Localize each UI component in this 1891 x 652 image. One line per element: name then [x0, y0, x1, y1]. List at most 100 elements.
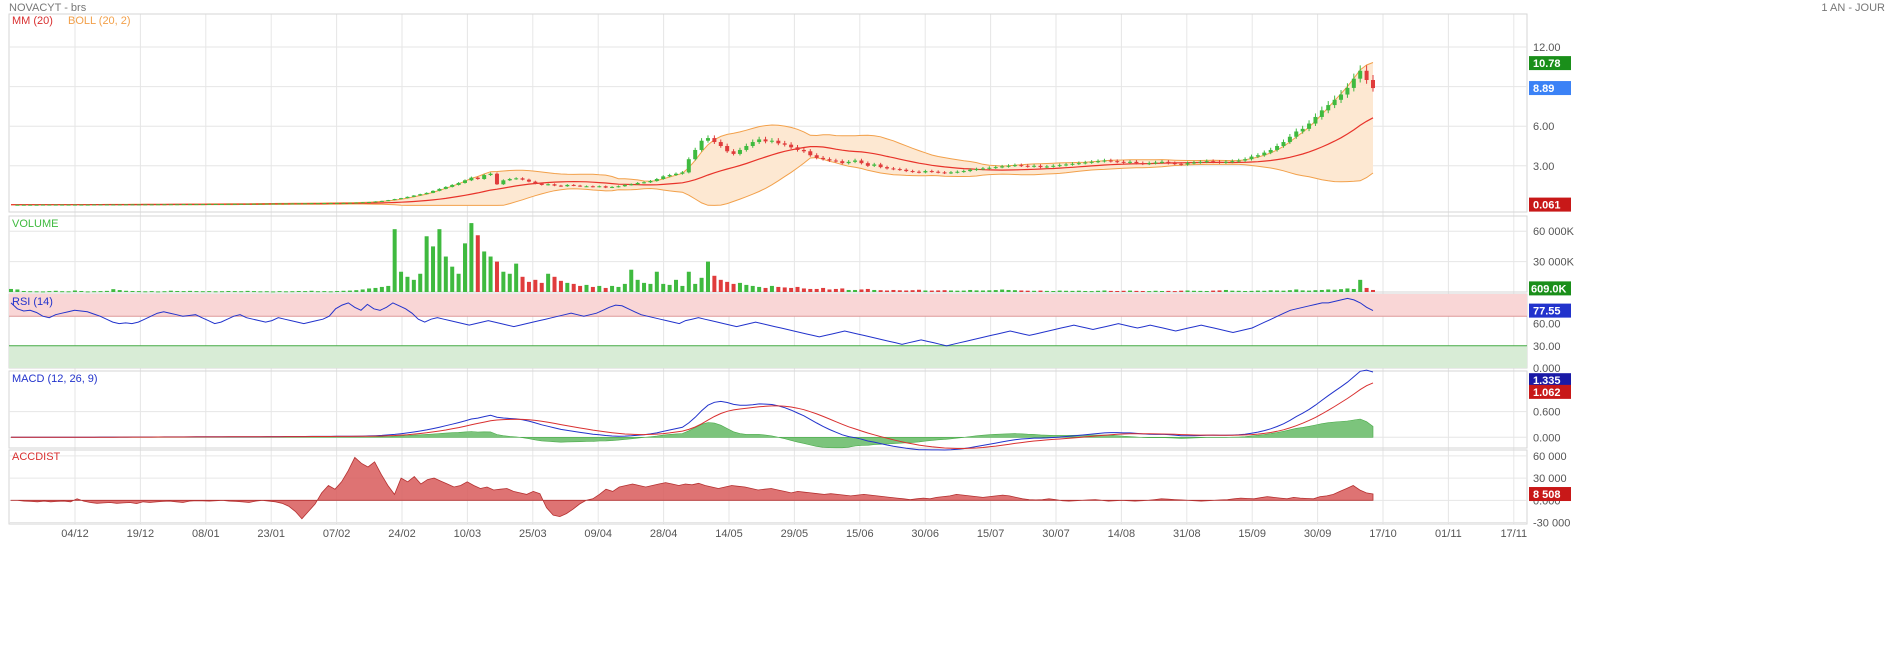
candle-body	[1217, 161, 1222, 163]
volume-bar	[1000, 289, 1005, 292]
period-label[interactable]: 1 AN - JOUR	[1821, 2, 1885, 14]
candle-body	[386, 200, 391, 202]
volume-bar	[232, 291, 237, 293]
volume-bar	[1051, 290, 1056, 292]
volume-bar	[891, 289, 896, 292]
candle-body	[463, 180, 467, 183]
candle-body	[1223, 161, 1228, 163]
volume-bar	[923, 290, 928, 292]
volume-bar	[290, 291, 295, 293]
candle-body	[648, 180, 653, 183]
candle-body	[1172, 163, 1177, 165]
candle-body	[833, 160, 838, 162]
volume-bar	[405, 276, 410, 292]
volume-bar	[1364, 287, 1369, 292]
candle-body	[705, 138, 710, 141]
accdist-label: ACCDIST	[12, 451, 61, 463]
volume-bar	[520, 276, 525, 292]
volume-bar	[1262, 290, 1267, 292]
candle-body	[533, 181, 538, 184]
candle-body	[379, 200, 384, 202]
candle-body	[456, 182, 461, 185]
volume-bar	[980, 290, 985, 292]
volume-bar	[1223, 289, 1228, 292]
volume-bar	[322, 291, 327, 293]
price-y-tick: 12.00	[1533, 42, 1561, 54]
candle-body	[776, 140, 781, 144]
volume-y-tick: 30 000K	[1533, 257, 1575, 269]
volume-bar	[865, 288, 870, 292]
macd-signal-line	[11, 382, 1374, 449]
candle-body	[693, 149, 698, 160]
volume-label: VOLUME	[12, 218, 58, 230]
candle-body	[948, 172, 953, 174]
volume-bar	[1211, 290, 1216, 292]
volume-bar	[66, 291, 71, 293]
candle-body	[546, 184, 551, 186]
volume-bar	[910, 290, 915, 292]
volume-bar	[1083, 290, 1088, 292]
x-tick-label: 31/08	[1173, 528, 1201, 540]
candle-body	[1019, 165, 1024, 167]
candle-body	[309, 203, 314, 205]
volume-bar	[654, 271, 659, 292]
candle-body	[520, 178, 525, 180]
candle-body	[1364, 70, 1369, 80]
volume-bar	[1025, 290, 1030, 292]
volume-bar	[1358, 279, 1363, 292]
candle-body	[891, 168, 896, 170]
candle-body	[104, 204, 109, 206]
volume-bar	[418, 273, 423, 292]
candle-body	[795, 147, 800, 150]
x-tick-label: 23/01	[257, 528, 285, 540]
volume-bar	[181, 291, 186, 293]
candle-body	[469, 177, 474, 181]
volume-bar	[674, 279, 679, 292]
volume-bar	[72, 290, 77, 292]
candle-body	[635, 182, 640, 185]
candle-body	[245, 203, 250, 205]
volume-bar	[1172, 291, 1177, 293]
candle-body	[552, 184, 557, 186]
volume-bar	[111, 289, 116, 292]
macd-histogram	[10, 418, 1374, 449]
candle-body	[686, 159, 691, 173]
candle-body	[674, 173, 679, 176]
candle-body	[188, 204, 193, 206]
candle-body	[1371, 80, 1375, 89]
volume-bar	[1249, 290, 1254, 292]
candle-body	[865, 163, 870, 166]
candle-body	[840, 161, 845, 164]
candle-body	[942, 172, 947, 174]
candle-body	[475, 177, 480, 179]
volume-bar	[283, 291, 288, 293]
x-tick-label: 30/09	[1304, 528, 1332, 540]
volume-last-value: 609.0K	[1531, 283, 1567, 295]
volume-bar	[9, 288, 13, 292]
candle-body	[1032, 165, 1037, 167]
candle-body	[603, 186, 608, 188]
volume-bar	[680, 285, 685, 292]
price-last-badge	[1529, 197, 1571, 212]
candle-body	[1345, 87, 1350, 95]
volume-bar	[1147, 291, 1152, 293]
volume-bar	[597, 285, 602, 292]
macd-last-badge	[1529, 373, 1571, 388]
volume-bar	[34, 291, 39, 293]
accdist-panel-frame	[8, 449, 1528, 525]
x-tick-label: 15/09	[1238, 528, 1266, 540]
candle-body	[1064, 164, 1069, 166]
volume-bar	[769, 285, 774, 292]
x-tick-label: 25/03	[519, 528, 547, 540]
candle-body	[597, 186, 602, 188]
candle-body	[910, 171, 915, 173]
candle-body	[136, 204, 141, 206]
candle-body	[929, 171, 934, 173]
volume-bar	[539, 282, 544, 292]
candle-body	[1012, 165, 1017, 167]
volume-last-badge	[1529, 281, 1571, 296]
candle-body	[111, 204, 116, 206]
candle-body	[1089, 161, 1094, 163]
volume-bar	[482, 251, 487, 292]
